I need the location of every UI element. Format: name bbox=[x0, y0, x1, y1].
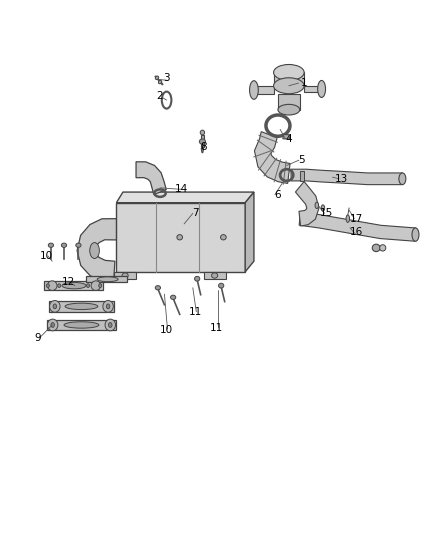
Ellipse shape bbox=[49, 301, 60, 312]
Polygon shape bbox=[245, 192, 254, 272]
Polygon shape bbox=[278, 94, 300, 110]
Polygon shape bbox=[296, 182, 319, 226]
Ellipse shape bbox=[47, 319, 58, 331]
Ellipse shape bbox=[90, 243, 99, 259]
Text: 11: 11 bbox=[188, 306, 201, 317]
Ellipse shape bbox=[274, 78, 304, 94]
Polygon shape bbox=[44, 281, 103, 290]
Ellipse shape bbox=[51, 322, 54, 327]
Ellipse shape bbox=[212, 273, 218, 278]
Polygon shape bbox=[299, 212, 416, 241]
Text: 14: 14 bbox=[175, 184, 188, 195]
Ellipse shape bbox=[105, 319, 116, 331]
Text: 8: 8 bbox=[201, 142, 207, 152]
Polygon shape bbox=[304, 86, 321, 92]
Ellipse shape bbox=[372, 244, 380, 252]
Ellipse shape bbox=[177, 235, 183, 240]
Ellipse shape bbox=[318, 80, 325, 98]
Ellipse shape bbox=[321, 205, 325, 211]
Polygon shape bbox=[136, 162, 166, 195]
Text: 1: 1 bbox=[301, 78, 307, 88]
Ellipse shape bbox=[76, 243, 81, 247]
Ellipse shape bbox=[250, 80, 258, 99]
Polygon shape bbox=[46, 320, 117, 330]
Ellipse shape bbox=[380, 245, 386, 251]
Ellipse shape bbox=[122, 273, 128, 278]
Text: 16: 16 bbox=[350, 227, 363, 237]
Polygon shape bbox=[114, 272, 136, 279]
Text: 15: 15 bbox=[319, 208, 332, 219]
Ellipse shape bbox=[64, 322, 99, 328]
Polygon shape bbox=[204, 272, 226, 279]
Ellipse shape bbox=[278, 104, 300, 115]
Ellipse shape bbox=[97, 277, 118, 281]
Text: 12: 12 bbox=[62, 278, 75, 287]
Polygon shape bbox=[300, 171, 304, 181]
Text: 10: 10 bbox=[40, 251, 53, 261]
Ellipse shape bbox=[220, 235, 226, 240]
Text: 9: 9 bbox=[35, 333, 41, 343]
Ellipse shape bbox=[346, 215, 350, 222]
Text: 11: 11 bbox=[210, 322, 223, 333]
Ellipse shape bbox=[53, 304, 57, 309]
Ellipse shape bbox=[62, 282, 86, 289]
Ellipse shape bbox=[159, 80, 162, 84]
Polygon shape bbox=[254, 86, 274, 94]
Ellipse shape bbox=[86, 284, 89, 287]
Polygon shape bbox=[117, 203, 245, 272]
Ellipse shape bbox=[65, 303, 98, 310]
Ellipse shape bbox=[274, 64, 304, 80]
Ellipse shape bbox=[99, 284, 102, 287]
Polygon shape bbox=[283, 135, 290, 139]
Ellipse shape bbox=[412, 228, 419, 241]
Text: 13: 13 bbox=[335, 174, 348, 184]
Ellipse shape bbox=[199, 139, 205, 144]
Ellipse shape bbox=[58, 284, 61, 287]
Ellipse shape bbox=[61, 243, 67, 247]
Polygon shape bbox=[86, 276, 127, 282]
Ellipse shape bbox=[194, 276, 200, 281]
Polygon shape bbox=[77, 219, 117, 282]
Text: 4: 4 bbox=[286, 134, 292, 144]
Ellipse shape bbox=[91, 281, 101, 290]
Ellipse shape bbox=[106, 304, 110, 309]
Ellipse shape bbox=[219, 283, 224, 288]
Text: 7: 7 bbox=[192, 208, 198, 219]
Text: 6: 6 bbox=[275, 190, 281, 200]
Polygon shape bbox=[49, 301, 114, 312]
Ellipse shape bbox=[155, 286, 160, 290]
Text: 5: 5 bbox=[299, 155, 305, 165]
Polygon shape bbox=[291, 169, 403, 184]
Polygon shape bbox=[201, 135, 204, 147]
Text: 3: 3 bbox=[163, 73, 170, 83]
Ellipse shape bbox=[48, 243, 53, 247]
Text: 17: 17 bbox=[350, 214, 363, 224]
Text: 10: 10 bbox=[160, 325, 173, 335]
Ellipse shape bbox=[200, 130, 205, 135]
Polygon shape bbox=[274, 72, 304, 86]
Ellipse shape bbox=[170, 295, 176, 300]
Ellipse shape bbox=[46, 284, 49, 287]
Ellipse shape bbox=[103, 301, 113, 312]
Ellipse shape bbox=[399, 173, 406, 184]
Ellipse shape bbox=[155, 76, 159, 79]
Ellipse shape bbox=[47, 281, 57, 290]
Polygon shape bbox=[117, 192, 254, 203]
Ellipse shape bbox=[315, 202, 318, 208]
Ellipse shape bbox=[109, 322, 112, 327]
Text: 2: 2 bbox=[157, 91, 163, 101]
Polygon shape bbox=[254, 132, 290, 183]
Polygon shape bbox=[201, 149, 204, 153]
